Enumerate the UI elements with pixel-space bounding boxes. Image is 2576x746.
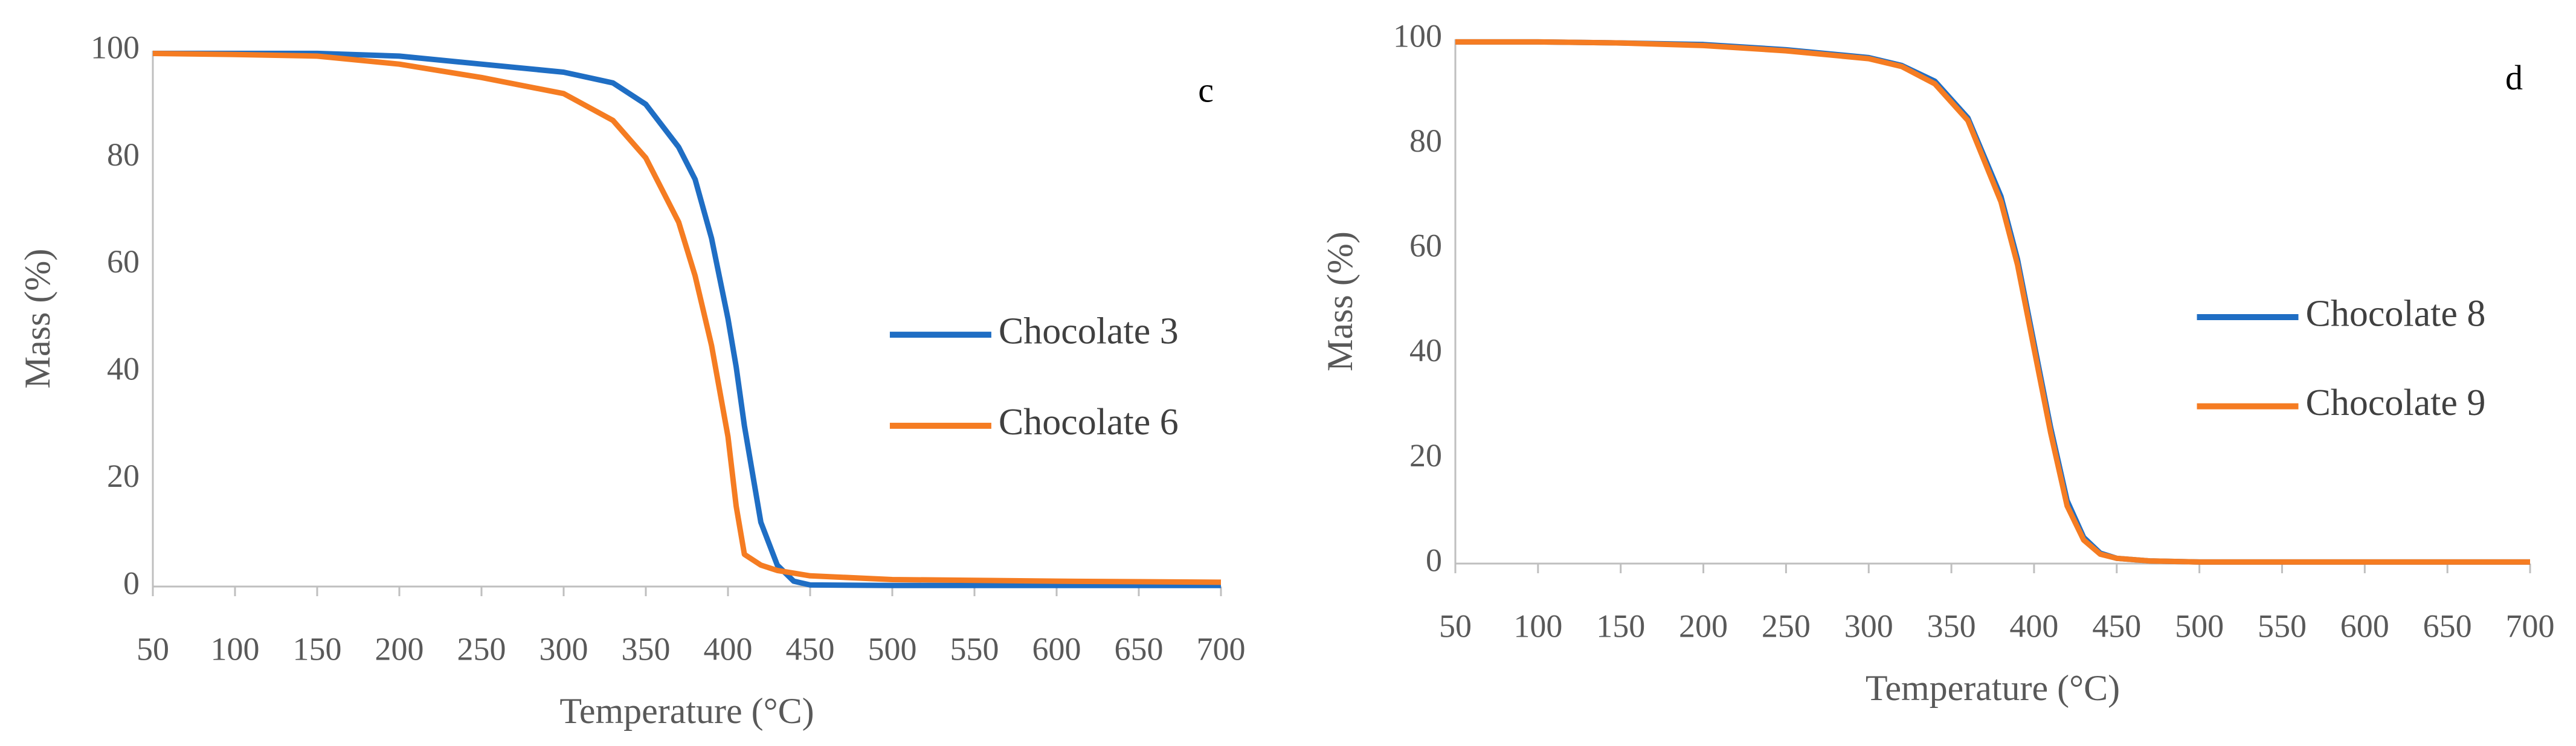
x-tick-label: 200 [1679,608,1728,644]
x-tick-label: 150 [293,631,342,667]
x-tick-label: 600 [1032,631,1081,667]
x-tick-label: 650 [1115,631,1164,667]
y-tick-label: 0 [123,565,140,601]
legend-label: Chocolate 6 [999,402,1179,443]
panel-label: c [1198,70,1214,109]
x-tick-label: 300 [1844,608,1893,644]
y-tick-label: 20 [107,458,140,494]
y-tick-label: 60 [107,243,140,280]
y-tick-label: 100 [91,29,140,65]
x-tick-label: 500 [2175,608,2224,644]
x-tick-label: 550 [2258,608,2307,644]
x-tick-label: 400 [704,631,753,667]
x-tick-label: 550 [950,631,999,667]
legend-label: Chocolate 8 [2306,293,2486,334]
x-axis-title: Temperature (°C) [1866,668,2120,708]
data-line [1455,39,2530,565]
y-tick-label: 40 [1409,332,1442,368]
x-tick-label: 350 [622,631,671,667]
x-tick-label: 450 [2092,608,2141,644]
x-tick-label: 300 [539,631,588,667]
x-tick-label: 500 [868,631,917,667]
x-tick-label: 250 [1762,608,1811,644]
y-tick-label: 80 [107,137,140,173]
x-tick-label: 150 [1596,608,1645,644]
y-tick-label: 40 [107,351,140,387]
y-tick-label: 20 [1409,437,1442,474]
x-tick-label: 50 [1439,608,1472,644]
x-tick-label: 400 [2009,608,2058,644]
panel-label: d [2505,58,2523,97]
x-tick-label: 100 [211,631,260,667]
x-tick-label: 100 [1513,608,1562,644]
x-tick-label: 200 [375,631,424,667]
x-axis-title: Temperature (°C) [559,691,814,731]
legend-label: Chocolate 3 [999,310,1179,352]
x-tick-label: 700 [2506,608,2555,644]
data-line [152,50,1222,585]
x-tick-label: 600 [2340,608,2389,644]
y-axis-title: Mass (%) [18,249,57,389]
x-tick-label: 700 [1197,631,1246,667]
y-tick-label: 100 [1393,18,1442,54]
y-tick-label: 80 [1409,123,1442,159]
data-line [153,50,1221,588]
x-tick-label: 250 [457,631,506,667]
y-tick-label: 60 [1409,228,1442,264]
x-tick-label: 450 [786,631,835,667]
x-tick-label: 650 [2423,608,2472,644]
legend-label: Chocolate 9 [2306,382,2486,423]
y-axis-title: Mass (%) [1320,231,1360,371]
x-tick-label: 350 [1927,608,1976,644]
x-tick-label: 50 [137,631,169,667]
y-tick-label: 0 [1426,542,1442,578]
